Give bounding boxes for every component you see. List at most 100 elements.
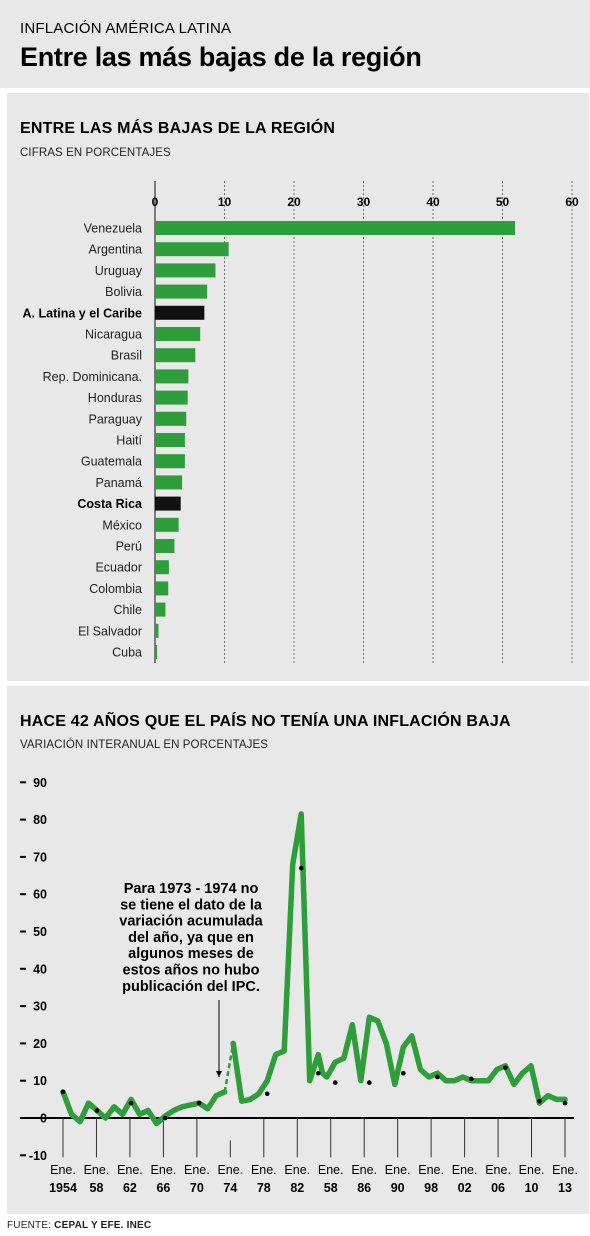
line-chart-subtitle: VARIACIÓN INTERANUAL EN PORCENTAJES [20,739,269,751]
bar-tick-label: 60 [565,195,579,209]
x-tick-label-top: Ene. [217,1163,243,1177]
source-text: CEPAL Y EFE. INEC [54,1220,152,1231]
data-point-marker [367,1080,372,1085]
y-tick-label: 70 [33,850,47,864]
bar [155,242,229,257]
x-tick-label-bottom: 82 [290,1181,304,1195]
x-tick-label-top: Ene. [251,1163,277,1177]
bar-tick-label: 40 [426,195,440,209]
bar-tick-label: 30 [357,195,371,209]
bar-category-label: Costa Rica [77,497,143,511]
bar-category-label: A. Latina y el Caribe [23,306,143,320]
data-point-marker [503,1065,508,1070]
bar-category-label: Paraguay [88,412,142,426]
bar-category-label: Venezuela [84,222,142,236]
bar [155,645,158,659]
x-tick-label-top: Ene. [418,1163,444,1177]
bar [155,390,188,405]
bar-category-label: Argentina [88,243,142,257]
data-point-marker [401,1070,406,1076]
source-note: FUENTE: CEPAL Y EFE. INEC [7,1220,151,1231]
headline: Entre las más bajas de la región [20,42,422,72]
x-tick-label-bottom: 74 [223,1181,237,1195]
bar [155,348,196,363]
bar-category-label: Colombia [89,582,142,596]
annotation-line: publicación del IPC. [122,979,260,995]
annotation-line: variación acumulada [119,914,263,930]
x-tick-label-bottom: 90 [391,1181,405,1195]
y-tick-label: 10 [33,1074,47,1088]
y-tick-label: 90 [33,776,47,790]
bar-category-label: Panamá [95,476,142,490]
x-tick-label-top: Ene. [184,1163,210,1177]
x-tick-label-top: Ene. [519,1163,545,1177]
x-tick-label-bottom: 10 [525,1181,539,1195]
x-tick-label-bottom: 66 [156,1181,170,1195]
x-tick-label-top: Ene. [485,1163,511,1177]
x-tick-label-bottom: 06 [491,1181,505,1195]
bar [155,539,175,553]
data-point-marker [128,1100,134,1106]
bar [155,496,181,511]
y-tick-label: 30 [33,1000,47,1014]
y-tick-label: 50 [33,925,47,939]
bar [155,263,216,278]
bar-tick-label: 0 [152,195,159,209]
data-point-marker [562,1100,568,1106]
x-tick-label-top: Ene. [84,1163,110,1177]
x-tick-label-bottom: 1954 [49,1181,77,1195]
x-tick-label-bottom: 62 [123,1181,137,1195]
x-tick-label-bottom: 70 [190,1181,204,1195]
annotation-line: del año, ya que en [128,930,254,946]
x-tick-label-bottom: 58 [324,1181,338,1195]
x-tick-label-top: Ene. [385,1163,411,1177]
data-point-marker [332,1080,338,1085]
line-chart-panel: HACE 42 AÑOS QUE EL PAÍS NO TENÍA UNA IN… [7,686,589,1214]
line-chart: -100102030405060708090Ene.1954Ene.58Ene.… [20,776,578,1195]
header-band: INFLACIÓN AMÉRICA LATINA Entre las más b… [0,0,590,88]
bar [155,623,159,638]
y-tick-label: 40 [33,962,47,976]
bar-tick-label: 10 [218,195,232,209]
bar [155,560,169,575]
bar-category-label: Perú [116,540,142,554]
data-point-marker [162,1115,168,1121]
bar [155,369,189,384]
bar [155,411,187,426]
bar-chart-panel: ENTRE LAS MÁS BAJAS DE LA REGIÓN CIFRAS … [7,93,589,681]
source-label: FUENTE: [7,1220,52,1231]
bar-category-label: Ecuador [95,561,142,575]
bar [155,284,208,299]
bar [155,475,183,490]
bar [155,433,185,447]
x-tick-label-top: Ene. [151,1163,177,1177]
x-tick-label-bottom: 02 [458,1181,472,1195]
bar-category-label: Haití [116,434,142,448]
x-tick-label-top: Ene. [50,1163,76,1177]
data-point-marker [315,1070,321,1076]
bar-tick-label: 20 [287,195,301,209]
bar-category-label: Cuba [112,646,142,660]
x-tick-label-bottom: 58 [90,1181,104,1195]
bar-tick-label: 50 [496,195,510,209]
x-tick-label-top: Ene. [552,1163,578,1177]
bar [155,581,169,596]
x-tick-label-bottom: 98 [424,1181,438,1195]
x-tick-label-bottom: 86 [357,1181,371,1195]
data-point-marker [264,1091,270,1097]
bar-category-label: Chile [114,603,143,617]
data-point-marker [469,1076,474,1082]
bar-category-label: Nicaragua [85,328,142,342]
x-tick-label-top: Ene. [351,1163,377,1177]
data-point-marker [537,1098,542,1104]
annotation-line: algunos meses de [128,946,254,962]
bar-category-label: Rep. Dominicana. [43,370,142,384]
x-tick-label-top: Ene. [117,1163,143,1177]
bar [155,517,179,532]
bar-category-label: Uruguay [95,264,143,278]
line-chart-title: HACE 42 AÑOS QUE EL PAÍS NO TENÍA UNA IN… [20,713,511,730]
bar-chart-title: ENTRE LAS MÁS BAJAS DE LA REGIÓN [20,120,336,137]
bar [155,602,166,617]
x-tick-label-bottom: 78 [257,1181,271,1195]
bar-category-label: Bolivia [105,285,142,299]
